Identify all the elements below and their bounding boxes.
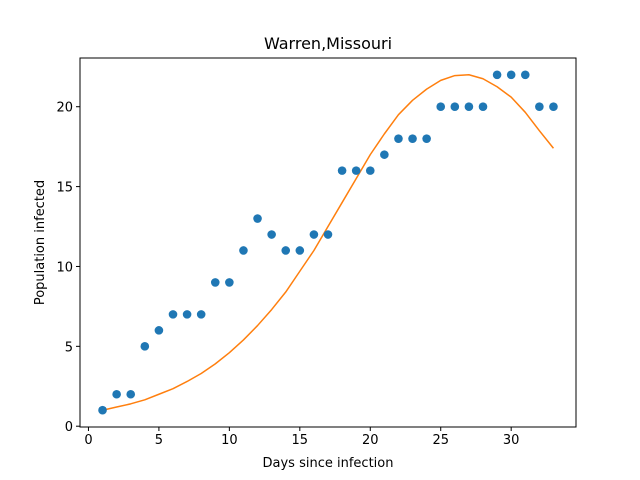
- data-point: [422, 134, 431, 143]
- data-point: [112, 389, 121, 399]
- data-point: [365, 166, 375, 175]
- data-point: [210, 278, 220, 287]
- data-point: [323, 230, 333, 239]
- x-tick-label: 15: [292, 433, 309, 448]
- data-point: [295, 246, 305, 255]
- data-point: [478, 102, 488, 112]
- x-tick-label: 0: [84, 433, 92, 448]
- y-tick-label: 10: [56, 260, 73, 275]
- data-point: [140, 342, 150, 351]
- data-point: [154, 326, 164, 335]
- y-tick-label: 20: [56, 101, 73, 116]
- data-point: [267, 230, 276, 239]
- x-tick-label: 5: [155, 433, 163, 448]
- fit-curve-line: [102, 74, 555, 411]
- data-point: [281, 246, 291, 255]
- data-point: [436, 102, 446, 112]
- data-point: [337, 166, 347, 175]
- axes-frame: [79, 57, 577, 428]
- data-point: [506, 70, 516, 80]
- x-tick-label: 30: [503, 433, 520, 448]
- data-point: [98, 405, 107, 415]
- data-point: [492, 70, 502, 80]
- x-tick-label: 25: [432, 433, 449, 448]
- x-tick-label: 20: [362, 433, 379, 448]
- y-tick-label: 0: [65, 420, 73, 435]
- data-point: [535, 102, 544, 112]
- data-point: [239, 246, 248, 255]
- data-point: [225, 278, 234, 287]
- data-point: [450, 102, 460, 112]
- data-point: [408, 134, 417, 143]
- data-point: [520, 70, 530, 80]
- data-point: [196, 310, 206, 319]
- axis-ticks: 0 5 10 15 20 25 30 0 5 10 15 20: [56, 101, 519, 448]
- data-point: [182, 310, 192, 319]
- data-point: [380, 150, 389, 159]
- data-point: [549, 102, 558, 112]
- x-tick-label: 10: [221, 433, 238, 448]
- plot-area: [98, 70, 558, 415]
- data-point: [464, 102, 474, 112]
- data-point: [351, 166, 361, 175]
- data-point: [126, 389, 136, 399]
- y-tick-label: 15: [56, 181, 73, 196]
- y-tick-label: 5: [65, 340, 73, 355]
- data-point: [309, 230, 319, 239]
- data-point: [253, 214, 262, 223]
- chart-title: Warren,Missouri: [264, 34, 392, 53]
- data-point: [394, 134, 403, 143]
- y-axis-label: Population infected: [33, 180, 48, 305]
- data-point: [168, 310, 178, 319]
- x-axis-label: Days since infection: [263, 456, 394, 471]
